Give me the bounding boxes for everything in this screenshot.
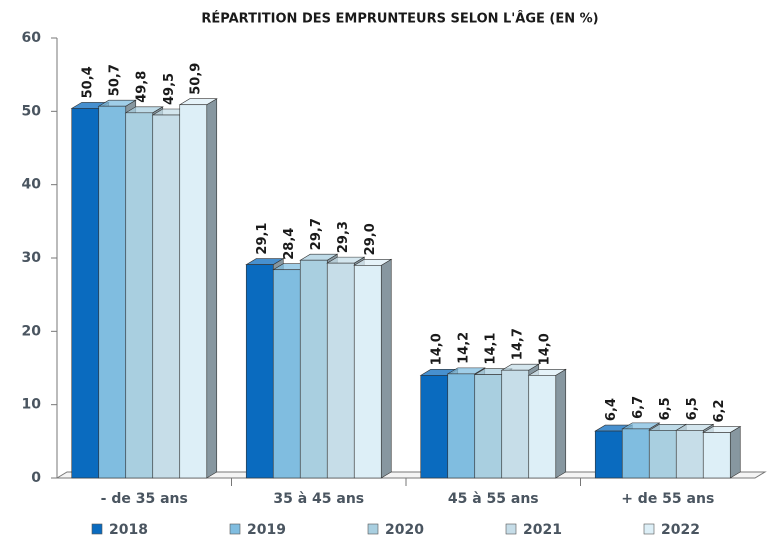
bar-side — [729, 426, 741, 479]
value-label: 29,7 — [309, 218, 324, 250]
bar — [594, 430, 623, 479]
legend-swatch — [229, 523, 241, 535]
bar — [528, 375, 557, 479]
y-tick-label: 60 — [22, 30, 42, 46]
x-tick-label: 45 à 55 ans — [448, 491, 539, 507]
legend-label: 2022 — [661, 522, 700, 537]
value-label: 14,7 — [511, 328, 526, 360]
x-tick-label: - de 35 ans — [101, 491, 188, 507]
legend-swatch — [367, 523, 379, 535]
value-label: 50,9 — [189, 63, 204, 95]
bar — [353, 265, 382, 479]
value-label: 6,4 — [604, 398, 619, 421]
bar — [152, 114, 181, 479]
bar — [648, 430, 677, 479]
bar — [326, 262, 355, 479]
y-tick-label: 30 — [22, 250, 42, 266]
bar — [447, 373, 476, 479]
y-tick-label: 10 — [22, 397, 42, 413]
bar-side — [380, 258, 392, 479]
value-label: 6,2 — [712, 400, 727, 423]
bar — [98, 105, 127, 479]
bar-side — [555, 368, 567, 479]
legend-swatch — [643, 523, 655, 535]
bar — [299, 259, 328, 479]
legend-label: 2020 — [385, 522, 424, 537]
legend-label: 2018 — [109, 522, 148, 537]
value-label: 6,5 — [658, 397, 673, 420]
value-label: 50,4 — [81, 66, 96, 98]
legend-swatch — [91, 523, 103, 535]
value-label: 29,3 — [336, 221, 351, 253]
y-tick-label: 0 — [31, 470, 41, 486]
value-label: 50,7 — [108, 64, 123, 96]
value-label: 28,4 — [282, 228, 297, 260]
value-label: 14,0 — [430, 333, 445, 365]
bar — [474, 374, 503, 479]
x-tick-label: + de 55 ans — [621, 491, 714, 507]
bar — [675, 430, 704, 479]
bar — [702, 432, 731, 479]
bar — [71, 108, 100, 479]
x-tick-label: 35 à 45 ans — [273, 491, 364, 507]
bar — [245, 264, 274, 479]
bar — [621, 428, 650, 479]
value-label: 29,1 — [255, 223, 270, 255]
value-label: 14,2 — [457, 332, 472, 364]
value-label: 14,1 — [484, 333, 499, 365]
value-label: 6,5 — [685, 397, 700, 420]
bar — [125, 112, 154, 479]
bar — [179, 104, 208, 479]
bar — [501, 369, 530, 479]
y-tick-label: 40 — [22, 177, 42, 193]
value-label: 6,7 — [631, 396, 646, 419]
value-label: 29,0 — [363, 223, 378, 255]
y-tick-label: 50 — [22, 103, 42, 119]
value-label: 49,5 — [162, 73, 177, 105]
legend-label: 2019 — [247, 522, 286, 537]
legend-swatch — [505, 523, 517, 535]
value-label: 14,0 — [538, 333, 553, 365]
chart-title: RÉPARTITION DES EMPRUNTEURS SELON L'ÂGE … — [201, 11, 598, 27]
bar-side — [206, 98, 218, 479]
bar — [272, 269, 301, 479]
bar — [420, 375, 449, 479]
y-tick-label: 20 — [22, 323, 42, 339]
value-label: 49,8 — [135, 71, 150, 103]
legend-label: 2021 — [523, 522, 562, 537]
